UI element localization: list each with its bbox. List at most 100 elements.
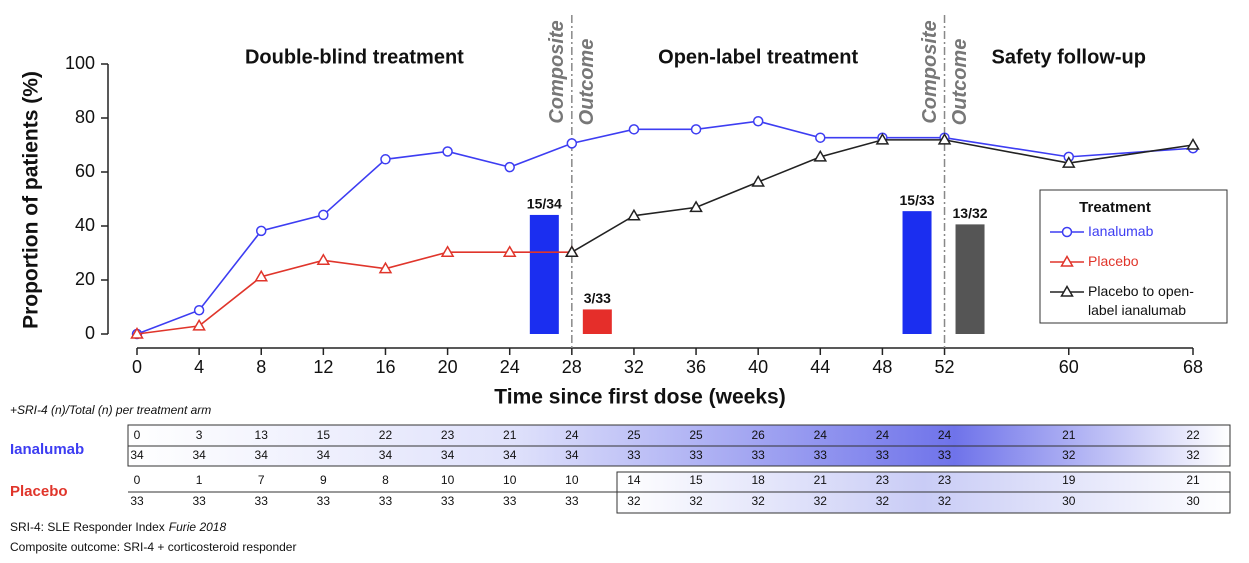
y-tick-label: 80: [75, 107, 95, 127]
table-cell: 34: [130, 448, 144, 462]
table-cell: 15: [689, 473, 703, 487]
point: [440, 245, 455, 257]
y-tick-label: 40: [75, 215, 95, 235]
x-tick-label: 48: [872, 357, 892, 377]
x-tick-label: 12: [313, 357, 333, 377]
point: [130, 327, 144, 339]
endpoint-label: Outcome: [576, 39, 598, 126]
table-cell: 33: [503, 494, 517, 508]
table-cell: 34: [192, 448, 206, 462]
table-cell: 26: [751, 428, 765, 442]
footnote-text: SRI-4: SLE Responder Index: [10, 520, 165, 534]
bar: [955, 224, 985, 334]
x-tick-label: 68: [1183, 357, 1203, 377]
table-cell: 33: [689, 448, 703, 462]
legend-label: Ianalumab: [1088, 223, 1154, 239]
x-tick-label: 4: [194, 357, 204, 377]
point: [1061, 156, 1076, 168]
point: [627, 208, 641, 221]
table-title: +SRI-4 (n)/Total (n) per treatment arm: [10, 403, 211, 417]
table-cell: 18: [751, 473, 765, 487]
series-line: [136, 120, 1194, 335]
table-cell: 33: [938, 448, 952, 462]
point: [690, 124, 702, 135]
phase-label: Open-label treatment: [658, 46, 858, 68]
table-cell: 8: [382, 473, 389, 487]
table-cell: 0: [134, 473, 141, 487]
table-cell: 22: [379, 428, 393, 442]
row-label: Ianalumab: [10, 441, 84, 458]
point: [378, 261, 393, 274]
table-cell: 33: [876, 448, 890, 462]
table-cell: 10: [441, 473, 455, 487]
x-tick-label: 8: [256, 357, 266, 377]
endpoint-label: Composite: [919, 20, 941, 123]
table-cell: 22: [1186, 428, 1200, 442]
table-cell: 25: [627, 428, 641, 442]
table-cell: 33: [379, 494, 393, 508]
table-cell: 34: [255, 448, 269, 462]
table-cell: 34: [317, 448, 331, 462]
phase-label: Safety follow-up: [992, 46, 1146, 68]
y-tick-label: 0: [85, 323, 95, 343]
point: [504, 161, 515, 173]
phase-label: Double-blind treatment: [245, 46, 464, 68]
table-cell: 24: [876, 428, 890, 442]
table-cell: 14: [627, 473, 641, 487]
table-cell: 23: [876, 473, 890, 487]
x-tick-label: 20: [438, 357, 458, 377]
table-cell: 32: [938, 494, 952, 508]
table-cell: 21: [814, 473, 828, 487]
point: [1060, 285, 1074, 297]
table-cell: 32: [751, 494, 765, 508]
table-cell: 33: [814, 448, 828, 462]
footnote-cite: Furie 2018: [169, 520, 227, 534]
table-cell: 33: [317, 494, 331, 508]
bar: [529, 214, 559, 334]
point: [502, 245, 517, 257]
bar-label: 13/32: [953, 205, 988, 221]
table-cell: 9: [320, 473, 327, 487]
table-cell: 32: [689, 494, 703, 508]
table-cell: 1: [196, 473, 203, 487]
point: [815, 132, 826, 143]
table-cell: 32: [1186, 448, 1200, 462]
legend-entry: Placebo: [1088, 253, 1139, 269]
bar-label: 3/33: [584, 290, 611, 306]
point: [442, 146, 453, 157]
table-cell: 24: [938, 428, 952, 442]
table-cell: 30: [1186, 494, 1200, 508]
point: [566, 138, 578, 149]
table-cell: 33: [441, 494, 455, 508]
table-cell: 25: [689, 428, 703, 442]
bar-label: 15/34: [527, 196, 562, 212]
y-tick-label: 60: [75, 161, 95, 181]
point: [318, 209, 329, 221]
series-line: [136, 251, 572, 335]
point: [565, 245, 579, 257]
table-cell: 21: [1062, 428, 1076, 442]
point: [1060, 255, 1074, 267]
x-tick-label: 16: [375, 357, 395, 377]
table-cell: 24: [565, 428, 579, 442]
table-cell: 33: [130, 494, 144, 508]
endpoint-label: Composite: [546, 20, 568, 123]
table-cell: 21: [1186, 473, 1200, 487]
table-cell: 19: [1062, 473, 1076, 487]
bar: [902, 211, 932, 334]
table-cell: 33: [192, 494, 206, 508]
footnote: Composite outcome: SRI-4 + corticosteroi…: [10, 540, 296, 554]
point: [875, 132, 890, 145]
point: [752, 115, 764, 127]
point: [1061, 226, 1073, 238]
x-tick-label: 60: [1059, 357, 1079, 377]
point: [1186, 138, 1200, 150]
table-cell: 33: [565, 494, 579, 508]
table-cell: 23: [441, 428, 455, 442]
legend-box: [1039, 189, 1228, 324]
point: [813, 149, 828, 162]
x-tick-label: 32: [624, 357, 644, 377]
table-cell: 34: [565, 448, 579, 462]
table-cell: 32: [876, 494, 890, 508]
point: [316, 253, 331, 266]
